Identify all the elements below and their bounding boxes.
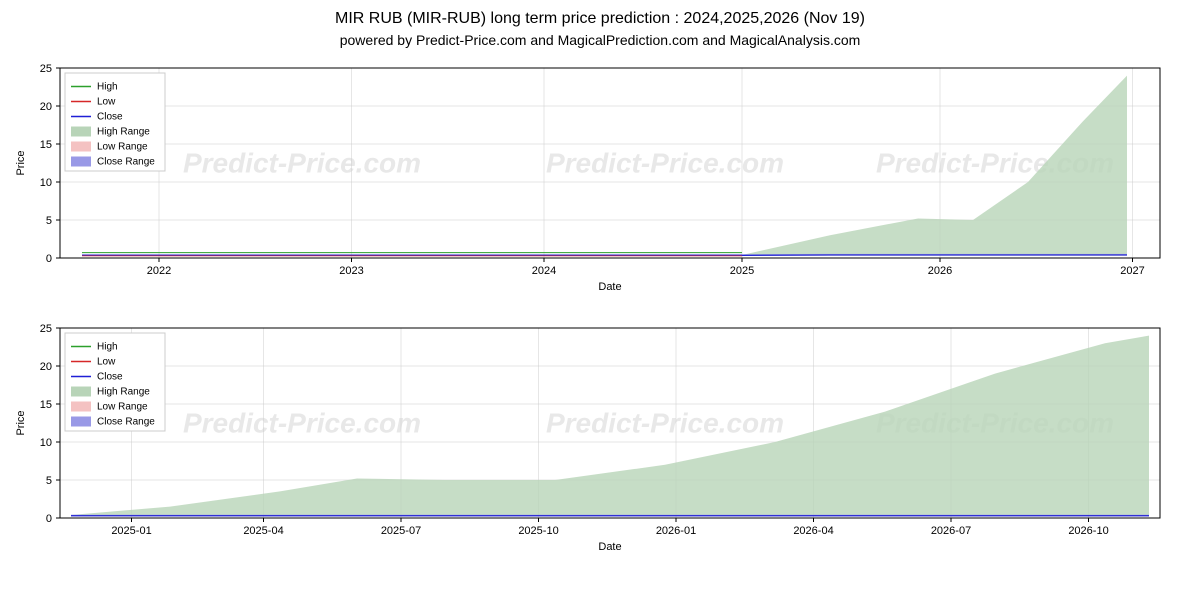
svg-text:Predict-Price.com: Predict-Price.com xyxy=(546,408,784,439)
svg-text:2025-10: 2025-10 xyxy=(518,525,558,537)
svg-text:High: High xyxy=(97,342,118,353)
svg-text:High Range: High Range xyxy=(97,127,150,138)
svg-text:Close: Close xyxy=(97,112,123,123)
chart-1-container: Predict-Price.comPredict-Price.comPredic… xyxy=(10,58,1190,298)
svg-text:2023: 2023 xyxy=(339,265,363,277)
chart-2-svg: Predict-Price.comPredict-Price.comPredic… xyxy=(10,318,1170,558)
svg-text:2026: 2026 xyxy=(928,265,952,277)
svg-text:20: 20 xyxy=(40,101,52,113)
svg-text:Date: Date xyxy=(598,541,621,553)
svg-text:Predict-Price.com: Predict-Price.com xyxy=(183,148,421,179)
svg-text:Date: Date xyxy=(598,281,621,293)
svg-text:20: 20 xyxy=(40,361,52,373)
svg-text:2022: 2022 xyxy=(147,265,171,277)
svg-text:10: 10 xyxy=(40,177,52,189)
svg-text:Low Range: Low Range xyxy=(97,142,148,153)
svg-text:2024: 2024 xyxy=(532,265,556,277)
svg-text:0: 0 xyxy=(46,513,52,525)
svg-text:15: 15 xyxy=(40,139,52,151)
chart-subtitle: powered by Predict-Price.com and Magical… xyxy=(10,32,1190,48)
svg-text:High: High xyxy=(97,82,118,93)
svg-text:Predict-Price.com: Predict-Price.com xyxy=(183,408,421,439)
svg-text:Price: Price xyxy=(15,150,27,175)
svg-text:Predict-Price.com: Predict-Price.com xyxy=(546,148,784,179)
chart-2-container: Predict-Price.comPredict-Price.comPredic… xyxy=(10,318,1190,558)
svg-text:Low: Low xyxy=(97,97,116,108)
svg-text:25: 25 xyxy=(40,323,52,335)
svg-text:2025-04: 2025-04 xyxy=(243,525,283,537)
svg-text:2026-01: 2026-01 xyxy=(656,525,696,537)
svg-text:Close: Close xyxy=(97,372,123,383)
svg-text:2025-07: 2025-07 xyxy=(381,525,421,537)
svg-text:Price: Price xyxy=(15,410,27,435)
svg-text:2025-01: 2025-01 xyxy=(111,525,151,537)
svg-text:Low: Low xyxy=(97,357,116,368)
svg-text:High Range: High Range xyxy=(97,387,150,398)
svg-text:2026-10: 2026-10 xyxy=(1068,525,1108,537)
svg-text:15: 15 xyxy=(40,399,52,411)
svg-text:25: 25 xyxy=(40,63,52,75)
svg-text:Low Range: Low Range xyxy=(97,402,148,413)
svg-text:0: 0 xyxy=(46,253,52,265)
svg-text:Close Range: Close Range xyxy=(97,157,155,168)
chart-title: MIR RUB (MIR-RUB) long term price predic… xyxy=(10,10,1190,28)
svg-text:5: 5 xyxy=(46,215,52,227)
chart-1-svg: Predict-Price.comPredict-Price.comPredic… xyxy=(10,58,1170,298)
svg-text:2025: 2025 xyxy=(730,265,754,277)
svg-text:5: 5 xyxy=(46,475,52,487)
svg-text:2026-04: 2026-04 xyxy=(793,525,833,537)
svg-text:2027: 2027 xyxy=(1120,265,1144,277)
svg-text:2026-07: 2026-07 xyxy=(931,525,971,537)
svg-text:10: 10 xyxy=(40,437,52,449)
svg-text:Close Range: Close Range xyxy=(97,417,155,428)
